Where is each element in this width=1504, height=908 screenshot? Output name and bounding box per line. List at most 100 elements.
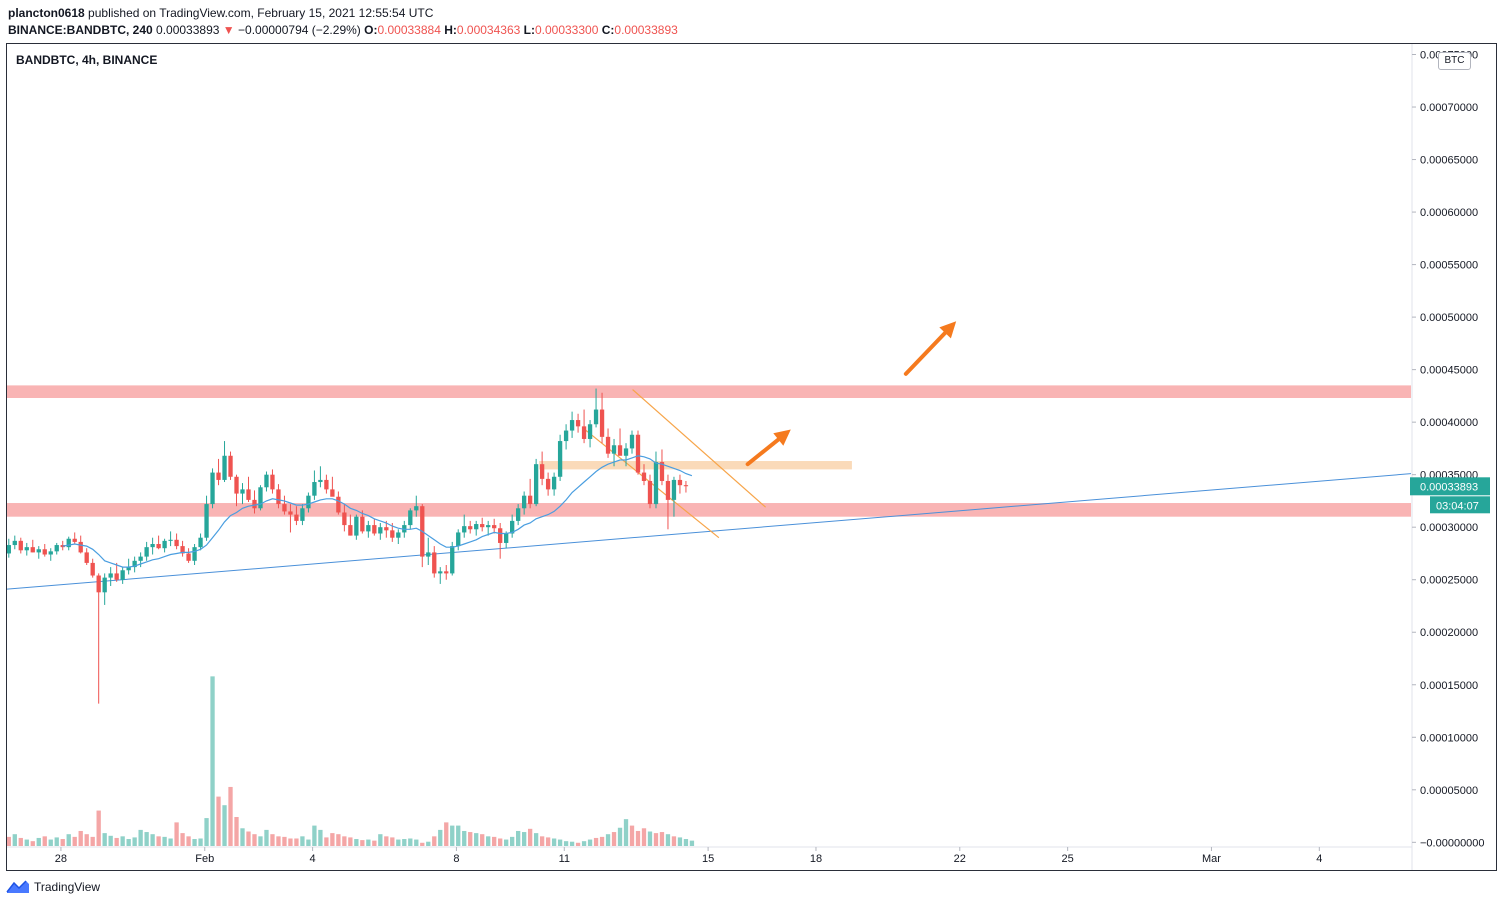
x-tick-label: Feb bbox=[195, 853, 214, 865]
volume-bar bbox=[36, 837, 41, 846]
x-tick-label: 25 bbox=[1062, 853, 1074, 865]
volume-bar bbox=[545, 837, 551, 846]
currency-badge[interactable]: BTC bbox=[1438, 52, 1471, 70]
y-tick-label: 0.00025000 bbox=[1420, 575, 1478, 587]
channel-line-1 bbox=[632, 389, 767, 508]
volume-bar bbox=[258, 836, 263, 846]
candle-body bbox=[510, 520, 515, 534]
arrow-head bbox=[773, 429, 791, 446]
candle-body bbox=[360, 516, 365, 532]
candle-body bbox=[48, 551, 53, 555]
candle-body bbox=[372, 525, 377, 534]
chart-frame[interactable] bbox=[6, 43, 1497, 871]
candle-body bbox=[396, 532, 401, 538]
volume-bar bbox=[66, 834, 71, 846]
volume-bar bbox=[498, 838, 503, 846]
candle-body bbox=[336, 496, 341, 513]
volume-bar bbox=[527, 828, 533, 846]
high-value: 0.00034363 bbox=[456, 23, 521, 37]
volume-bar bbox=[102, 833, 107, 846]
candle-body bbox=[222, 455, 227, 480]
tradingview-footer[interactable]: TradingView bbox=[6, 880, 100, 894]
volume-bar bbox=[438, 829, 443, 846]
countdown-badge-bg bbox=[1430, 496, 1490, 514]
volume-bar bbox=[30, 841, 35, 846]
candle-body bbox=[234, 476, 239, 494]
sr-zone-1 bbox=[7, 385, 1411, 398]
candle-body bbox=[515, 508, 521, 521]
volume-bar bbox=[468, 832, 473, 846]
volume-bar bbox=[276, 836, 281, 846]
volume-bar bbox=[234, 817, 239, 846]
volume-bar bbox=[48, 839, 53, 846]
x-tick-label: 18 bbox=[810, 853, 822, 865]
candle-body bbox=[617, 445, 623, 456]
candle-body bbox=[545, 478, 551, 490]
volume-bar bbox=[7, 836, 11, 846]
volume-bar bbox=[426, 841, 431, 846]
volume-bar bbox=[336, 834, 341, 846]
last-price: 0.00033893 bbox=[156, 23, 220, 37]
volume-bar bbox=[689, 840, 695, 846]
high-label: H: bbox=[444, 23, 457, 37]
candle-body bbox=[533, 464, 539, 505]
x-tick-label: 11 bbox=[559, 853, 570, 865]
candle-body bbox=[623, 448, 629, 456]
candle-body bbox=[557, 441, 563, 477]
volume-bar bbox=[204, 818, 209, 846]
candle-body bbox=[276, 489, 281, 505]
candle-body bbox=[671, 479, 677, 500]
volume-bar bbox=[318, 829, 323, 846]
candle-body bbox=[366, 525, 371, 532]
arrow-head bbox=[939, 321, 957, 339]
candle-body bbox=[96, 575, 101, 593]
candle-body bbox=[240, 489, 245, 494]
volume-bar bbox=[486, 836, 491, 846]
volume-bar bbox=[42, 836, 47, 846]
moving-average-line bbox=[62, 455, 693, 568]
candle-body bbox=[42, 549, 47, 555]
candle-body bbox=[414, 506, 419, 511]
publisher-name[interactable]: plancton0618 bbox=[8, 6, 85, 20]
volume-bar bbox=[114, 837, 119, 846]
volume-bar bbox=[629, 825, 635, 846]
volume-bar bbox=[557, 839, 563, 846]
volume-bar bbox=[246, 831, 251, 846]
volume-bar bbox=[282, 836, 287, 846]
candle-body bbox=[114, 573, 119, 580]
volume-bar bbox=[653, 833, 659, 846]
volume-bar bbox=[450, 825, 455, 846]
candle-body bbox=[468, 526, 473, 530]
volume-bar bbox=[581, 841, 587, 846]
candle-body bbox=[492, 525, 497, 529]
y-tick-label: 0.00015000 bbox=[1420, 680, 1478, 692]
volume-bar bbox=[384, 836, 389, 846]
volume-bar bbox=[210, 676, 215, 846]
ascending-trendline bbox=[7, 473, 1411, 590]
countdown-text: 03:04:07 bbox=[1436, 500, 1479, 512]
volume-bar bbox=[288, 838, 293, 846]
x-tick-label: 28 bbox=[55, 853, 67, 865]
candle-body bbox=[300, 508, 305, 521]
candle-body bbox=[162, 540, 167, 549]
volume-bar bbox=[162, 836, 167, 846]
volume-bar bbox=[54, 837, 59, 846]
candle-body bbox=[312, 482, 317, 496]
candle-body bbox=[683, 485, 689, 487]
candle-body bbox=[575, 420, 581, 427]
candle-body bbox=[665, 480, 671, 500]
candle-body bbox=[228, 455, 233, 477]
candle-body bbox=[102, 577, 107, 593]
candle-body bbox=[156, 544, 161, 549]
candle-body bbox=[569, 420, 575, 431]
candle-body bbox=[138, 556, 143, 561]
volume-bar bbox=[12, 834, 17, 846]
volume-bar bbox=[444, 822, 449, 846]
candle-body bbox=[246, 489, 251, 500]
candle-body bbox=[120, 570, 125, 580]
y-tick-label: 0.00005000 bbox=[1420, 785, 1478, 797]
candle-body bbox=[498, 528, 503, 543]
candle-body bbox=[450, 546, 455, 574]
volume-bar bbox=[414, 839, 419, 846]
